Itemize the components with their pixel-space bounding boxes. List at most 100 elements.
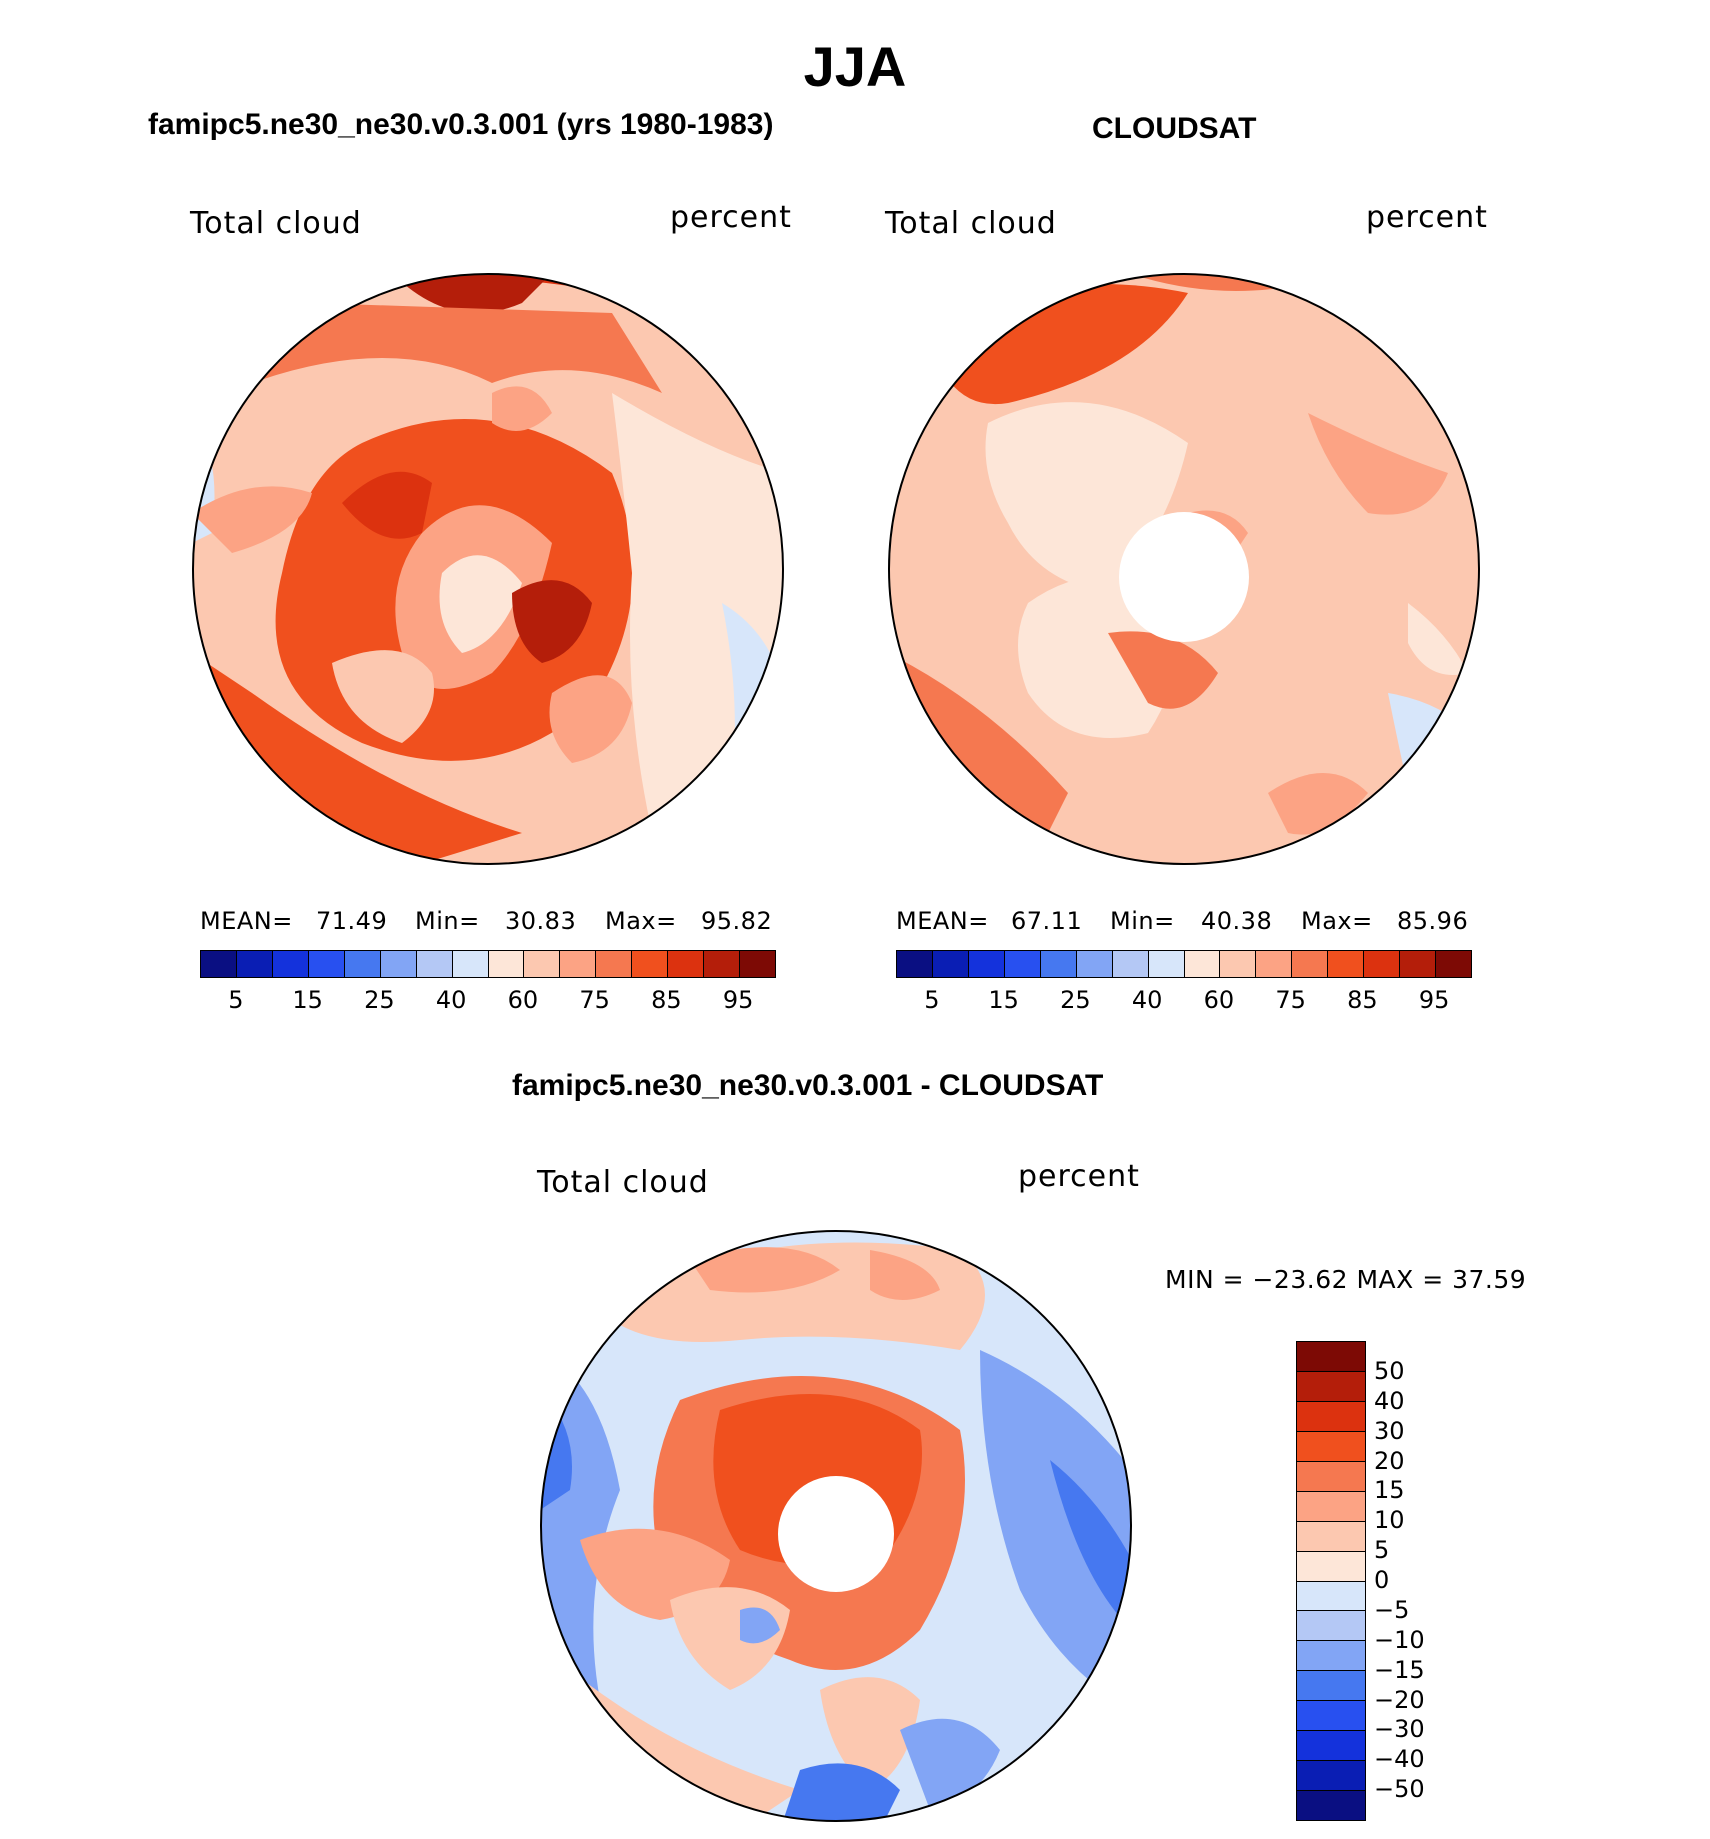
colorbar-swatch [932, 951, 969, 977]
left-max-value: 95.82 [701, 907, 773, 935]
colorbar-tick-label: 25 [1060, 986, 1091, 1014]
colorbar-swatch [1297, 1731, 1365, 1762]
diff-colorbar [1296, 1341, 1366, 1821]
colorbar-tick-label: 15 [292, 986, 323, 1014]
colorbar-swatch [1297, 1791, 1365, 1820]
left-colorbar [200, 950, 776, 978]
colorbar-tick-label: −30 [1374, 1715, 1425, 1744]
left-units-label: percent [670, 200, 792, 235]
colorbar-swatch [1364, 951, 1401, 977]
right-mean-value: 67.11 [1011, 907, 1083, 935]
colorbar-tick-label: 40 [435, 986, 467, 1014]
colorbar-swatch [1297, 1401, 1365, 1432]
colorbar-swatch [1184, 951, 1221, 977]
colorbar-swatch [704, 951, 741, 977]
diff-minmax: MIN = −23.62 MAX = 37.59 [1165, 1265, 1527, 1294]
left-variable-label: Total cloud [190, 206, 362, 241]
colorbar-tick-label: −10 [1374, 1625, 1425, 1654]
colorbar-swatch [1297, 1551, 1365, 1582]
colorbar-tick-label: 5 [924, 986, 940, 1014]
colorbar-swatch [1328, 951, 1365, 977]
colorbar-swatch [1256, 951, 1293, 977]
colorbar-tick-label: 5 [1374, 1536, 1390, 1565]
colorbar-tick-label: 50 [1374, 1356, 1405, 1385]
diff-units-label: percent [1018, 1159, 1140, 1194]
right-polar-map [888, 273, 1480, 865]
left-max-label: Max= [605, 907, 677, 935]
colorbar-swatch [1297, 1371, 1365, 1402]
colorbar-swatch [1076, 951, 1113, 977]
colorbar-swatch [1220, 951, 1257, 977]
colorbar-swatch [1004, 951, 1041, 977]
colorbar-swatch [236, 951, 273, 977]
colorbar-swatch [668, 951, 705, 977]
colorbar-tick-label: 75 [1275, 986, 1306, 1014]
right-colorbar [896, 950, 1472, 978]
colorbar-tick-label: 85 [1347, 986, 1378, 1014]
colorbar-tick-label: 75 [579, 986, 610, 1014]
right-min-value: 40.38 [1201, 907, 1273, 935]
colorbar-tick-label: −20 [1374, 1685, 1425, 1714]
colorbar-tick-label: 20 [1374, 1446, 1405, 1475]
colorbar-swatch [416, 951, 453, 977]
colorbar-tick-label: 25 [364, 986, 395, 1014]
colorbar-swatch [308, 951, 345, 977]
right-max-value: 85.96 [1397, 907, 1469, 935]
figure-title: JJA [803, 35, 907, 98]
colorbar-swatch [1297, 1431, 1365, 1462]
colorbar-swatch [1297, 1611, 1365, 1642]
right-panel-title: CLOUDSAT [1092, 112, 1257, 145]
colorbar-swatch [968, 951, 1005, 977]
colorbar-swatch [344, 951, 381, 977]
left-min-label: Min= [415, 907, 480, 935]
colorbar-swatch [452, 951, 489, 977]
colorbar-tick-label: 40 [1131, 986, 1163, 1014]
colorbar-swatch [1297, 1671, 1365, 1702]
left-mean-label: MEAN= [200, 907, 293, 935]
left-min-value: 30.83 [505, 907, 577, 935]
colorbar-swatch [740, 951, 775, 977]
colorbar-tick-label: 30 [1374, 1416, 1405, 1445]
colorbar-swatch [1297, 1581, 1365, 1612]
colorbar-swatch [1297, 1761, 1365, 1792]
colorbar-tick-label: 5 [228, 986, 244, 1014]
colorbar-swatch [1436, 951, 1471, 977]
colorbar-swatch [897, 951, 933, 977]
right-units-label: percent [1366, 200, 1488, 235]
colorbar-swatch [201, 951, 237, 977]
colorbar-tick-label: 95 [722, 986, 754, 1014]
colorbar-tick-label: 0 [1374, 1566, 1390, 1594]
colorbar-swatch [1297, 1461, 1365, 1492]
colorbar-swatch [1297, 1701, 1365, 1732]
colorbar-tick-label: 40 [1374, 1386, 1405, 1415]
right-variable-label: Total cloud [885, 206, 1057, 241]
colorbar-swatch [1297, 1641, 1365, 1672]
left-polar-map [192, 273, 784, 865]
colorbar-tick-label: 60 [507, 986, 539, 1014]
left-panel-title: famipc5.ne30_ne30.v0.3.001 (yrs 1980-198… [148, 108, 774, 141]
colorbar-tick-label: 15 [988, 986, 1019, 1014]
colorbar-tick-label: −15 [1374, 1655, 1425, 1684]
colorbar-swatch [596, 951, 633, 977]
colorbar-swatch [380, 951, 417, 977]
colorbar-tick-label: 85 [651, 986, 682, 1014]
colorbar-tick-label: 60 [1203, 986, 1235, 1014]
colorbar-swatch [1297, 1521, 1365, 1552]
colorbar-swatch [1112, 951, 1149, 977]
colorbar-swatch [1400, 951, 1437, 977]
colorbar-swatch [1292, 951, 1329, 977]
colorbar-swatch [524, 951, 561, 977]
colorbar-swatch [272, 951, 309, 977]
diff-polar-map [540, 1230, 1132, 1822]
right-mean-label: MEAN= [896, 907, 989, 935]
colorbar-tick-label: 95 [1418, 986, 1450, 1014]
colorbar-swatch [1040, 951, 1077, 977]
diff-variable-label: Total cloud [537, 1165, 709, 1200]
colorbar-swatch [560, 951, 597, 977]
diff-panel-title: famipc5.ne30_ne30.v0.3.001 - CLOUDSAT [512, 1069, 1104, 1102]
colorbar-tick-label: 15 [1374, 1476, 1405, 1505]
colorbar-tick-label: −5 [1374, 1595, 1410, 1624]
colorbar-swatch [1297, 1491, 1365, 1522]
colorbar-swatch [1148, 951, 1185, 977]
colorbar-swatch [488, 951, 525, 977]
